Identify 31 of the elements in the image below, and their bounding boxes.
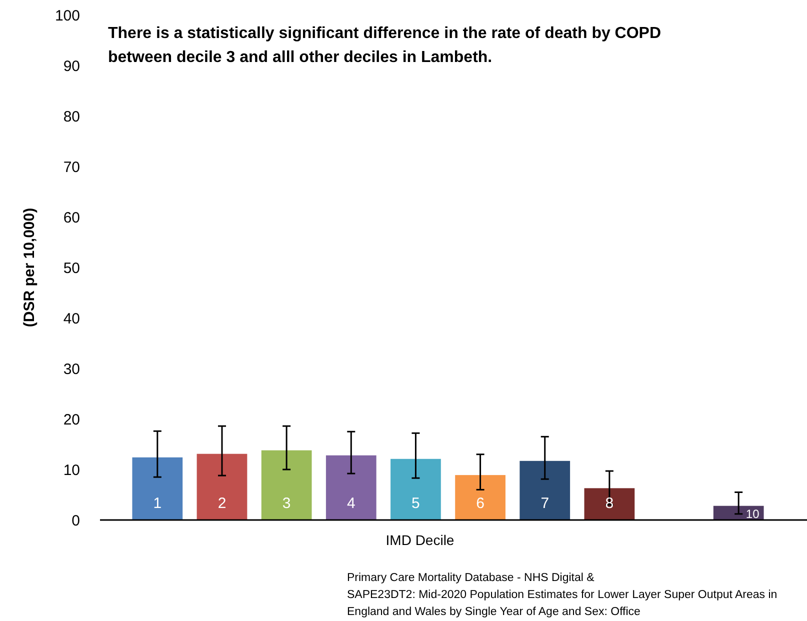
- x-tick-label: 2: [218, 495, 226, 512]
- bar: [132, 457, 183, 520]
- bar: [455, 475, 506, 520]
- y-tick-label: 40: [63, 310, 80, 328]
- y-tick-label: 70: [63, 158, 80, 176]
- x-axis-title: IMD Decile: [386, 532, 454, 548]
- y-tick-label: 80: [63, 108, 80, 126]
- y-tick-label: 30: [63, 360, 80, 378]
- text: There is a statistically significant difference in the rate of death by COPD between decile 3 and alll other deciles in Lambeth.: [108, 25, 662, 66]
- x-tick-label: 4: [346, 495, 356, 512]
- bar: [390, 458, 441, 520]
- x-tick-label: 3: [282, 495, 291, 512]
- bar: [584, 488, 635, 520]
- y-tick-label: 90: [63, 58, 80, 75]
- bar: [520, 460, 570, 520]
- bar: [713, 506, 764, 520]
- y-tick-label: 60: [63, 209, 80, 226]
- x-tick-label: 7: [540, 495, 550, 512]
- y-tick-label: 100: [54, 7, 80, 24]
- y-axis-title: (DSR per 10,000): [21, 208, 38, 328]
- y-tick-label: 10: [63, 462, 80, 479]
- text: Primary Care Mortality Database - NHS Digital & SAPE23DT2: Mid-2020 Population Estimates for Lower Layer Super Output Areas in England and Wales by Single Year of Age and Sex: Office: [347, 572, 778, 618]
- bar: [326, 455, 376, 520]
- x-tick-label: 5: [412, 495, 420, 512]
- y-tick-label: 50: [63, 260, 80, 277]
- x-tick-label: 1: [153, 495, 162, 512]
- y-tick-label: 0: [72, 512, 80, 530]
- bar: [196, 454, 248, 520]
- x-tick-label: 6: [476, 495, 484, 512]
- y-tick-label: 20: [63, 411, 80, 428]
- bar: [261, 450, 312, 520]
